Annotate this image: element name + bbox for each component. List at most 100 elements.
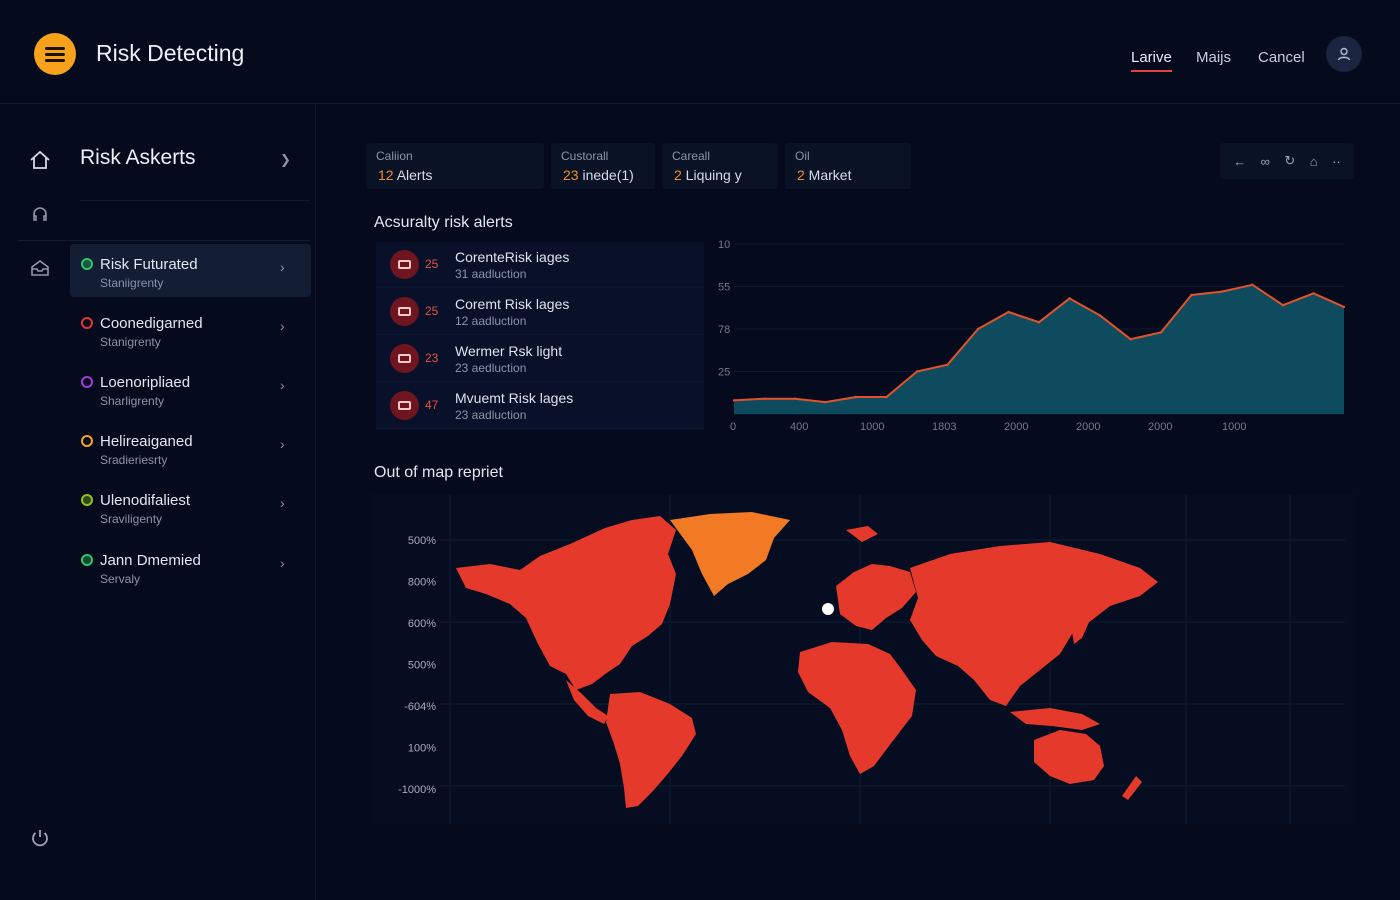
region-japan — [1072, 606, 1090, 644]
x-tick-label: 400 — [790, 421, 808, 433]
map-y-label: 500% — [408, 535, 436, 547]
risk-item[interactable]: Loenoripliaed Sharligrenty › — [70, 362, 311, 415]
alert-subtitle: 12 aadluction — [455, 314, 527, 328]
data-point — [1251, 283, 1254, 286]
alert-icon — [390, 250, 419, 279]
data-point — [854, 395, 858, 399]
risk-name: Ulenodifaliest — [100, 492, 191, 509]
area-fill — [734, 284, 1344, 414]
risk-area-chart: 10 55 78 25 0 400 1000 1803 2000 2000 2000 1000 — [718, 239, 1346, 433]
x-tick-label: 1000 — [1222, 421, 1246, 433]
arrow-right-icon[interactable]: › — [280, 377, 285, 393]
home-icon[interactable] — [28, 148, 52, 172]
map-y-axis: 500% 800% 600% 500% -604% 100% -1000% — [398, 535, 436, 796]
region-central-america — [566, 680, 608, 724]
y-tick-label: 78 — [718, 324, 730, 336]
risk-subtitle: Servaly — [100, 572, 141, 586]
stat-card[interactable]: Caliion 12 Alerts — [366, 143, 544, 189]
data-point — [1129, 338, 1132, 341]
status-dot — [81, 554, 93, 566]
app-title: Risk Detecting — [96, 40, 245, 66]
data-point — [1190, 293, 1193, 297]
chevron-icon[interactable]: ❯ — [280, 152, 291, 167]
nav-larive[interactable]: Larive — [1131, 49, 1172, 72]
region-arctic-islands — [846, 526, 878, 542]
x-tick-label: 2000 — [1148, 421, 1172, 433]
region-africa — [798, 642, 916, 774]
stat-value: 2 Liquing y — [674, 167, 742, 183]
data-point — [885, 395, 888, 399]
risk-item[interactable]: Coonedigarned Stanigrenty › — [70, 303, 311, 356]
refresh-icon[interactable]: ↻ — [1284, 153, 1296, 168]
region-europe — [836, 564, 916, 630]
stat-label: Caliion — [376, 149, 413, 163]
risk-subtitle: Sradieriesrty — [100, 453, 168, 467]
x-tick-label: 1000 — [860, 421, 884, 433]
rail-divider — [315, 104, 316, 900]
risk-name: Jann Dmemied — [100, 552, 201, 569]
risk-item[interactable]: Risk Futurated Staniigrenty › — [70, 244, 311, 297]
alert-row[interactable]: 47 Mvuemt Risk lages 23 aadluction — [376, 383, 704, 429]
alert-row[interactable]: 25 CorenteRisk iages 31 aadluction — [376, 242, 704, 288]
more-icon[interactable]: ·· — [1332, 153, 1341, 169]
data-point — [793, 397, 797, 400]
data-point — [1281, 304, 1285, 307]
data-point — [976, 327, 980, 331]
user-icon — [1337, 47, 1351, 61]
app-header: Risk Detecting Larive Maijs Cancel — [0, 0, 1400, 104]
risk-item[interactable]: Ulenodifaliest Sraviligenty › — [70, 480, 311, 533]
chart-toolbar: ← ∞ ↻ ⌂ ·· — [1220, 143, 1354, 179]
home-small-icon[interactable]: ⌂ — [1309, 153, 1318, 169]
arrow-right-icon[interactable]: › — [280, 436, 285, 452]
nav-cancel[interactable]: Cancel — [1258, 49, 1305, 66]
power-icon[interactable] — [28, 826, 52, 850]
risk-subtitle: Staniigrenty — [100, 276, 164, 290]
risk-name: Coonedigarned — [100, 315, 203, 332]
alert-icon — [390, 344, 419, 373]
data-point — [915, 370, 919, 373]
headset-icon[interactable] — [28, 202, 52, 226]
data-point — [1007, 310, 1010, 314]
alert-row[interactable]: 23 Wermer Rsk light 23 aedluction — [376, 336, 704, 382]
alert-title: Wermer Rsk light — [455, 343, 563, 359]
location-marker[interactable] — [822, 603, 834, 615]
alert-count: 25 — [425, 304, 439, 318]
map-y-label: -604% — [404, 701, 436, 713]
stat-card[interactable]: Custorall 23 inede(1) — [551, 143, 655, 189]
panel-divider — [18, 240, 310, 241]
arrow-right-icon[interactable]: › — [280, 318, 285, 334]
back-icon[interactable]: ← — [1233, 153, 1247, 169]
alert-count: 47 — [425, 398, 439, 412]
risk-name: Risk Futurated — [100, 256, 198, 273]
panel-title-divider — [80, 200, 310, 201]
alert-count: 23 — [425, 351, 439, 365]
arrow-right-icon[interactable]: › — [280, 495, 285, 511]
region-new-zealand — [1122, 776, 1142, 800]
risk-item[interactable]: Jann Dmemied Servaly › — [70, 540, 311, 593]
stat-value: 12 Alerts — [378, 167, 433, 183]
x-tick-label: 2000 — [1004, 421, 1028, 433]
nav-maijs[interactable]: Maijs — [1196, 49, 1232, 66]
region-greenland — [670, 512, 790, 596]
risk-item[interactable]: Helireaiganed Sradieriesrty › — [70, 421, 311, 474]
arrow-right-icon[interactable]: › — [280, 259, 285, 275]
inbox-icon[interactable] — [28, 256, 52, 280]
status-dot — [81, 435, 93, 447]
stat-card[interactable]: Oil 2 Market — [785, 143, 911, 189]
y-tick-label: 10 — [718, 239, 730, 251]
link-icon[interactable]: ∞ — [1260, 153, 1270, 169]
alert-subtitle: 23 aedluction — [455, 361, 527, 375]
y-tick-label: 55 — [718, 282, 730, 294]
region-asia — [910, 542, 1158, 706]
menu-icon[interactable] — [34, 33, 76, 75]
world-map[interactable]: 500% 800% 600% 500% -604% 100% -1000% — [370, 494, 1355, 824]
arrow-right-icon[interactable]: › — [280, 555, 285, 571]
y-tick-label: 25 — [718, 367, 730, 379]
alert-title: CorenteRisk iages — [455, 249, 570, 265]
avatar[interactable] — [1326, 36, 1362, 72]
map-y-label: 100% — [408, 743, 436, 755]
x-tick-label: 0 — [730, 421, 736, 433]
region-indonesia — [1010, 708, 1100, 730]
alert-row[interactable]: 25 Coremt Risk lages 12 aadluction — [376, 289, 704, 335]
stat-card[interactable]: Careall 2 Liquing y — [662, 143, 778, 189]
